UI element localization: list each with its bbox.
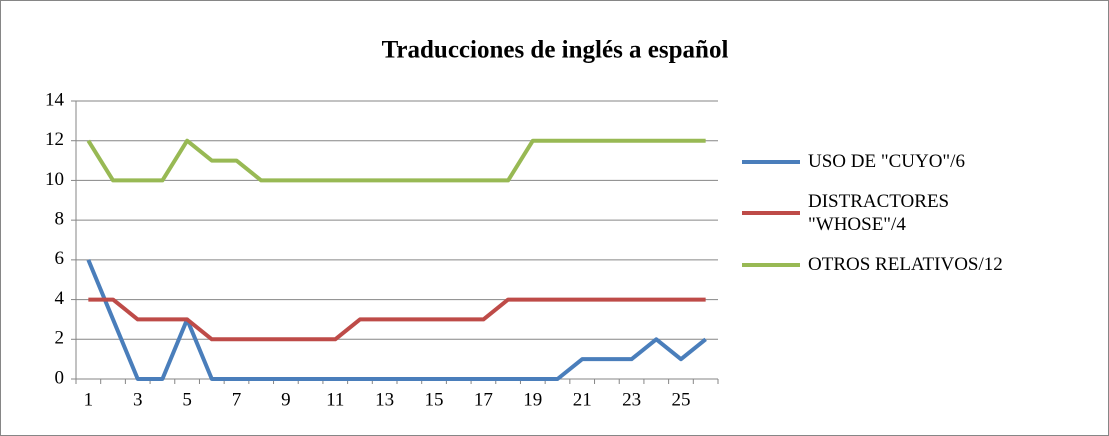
y-tick-label: 8 — [55, 209, 65, 230]
legend-swatch — [742, 262, 800, 267]
legend-item: OTROS RELATIVOS/12 — [742, 253, 1042, 276]
x-tick-label: 11 — [326, 389, 344, 410]
x-tick-label: 7 — [232, 389, 242, 410]
x-tick-label: 13 — [375, 389, 394, 410]
x-tick-label: 21 — [573, 389, 592, 410]
x-tick-label: 25 — [671, 389, 690, 410]
x-tick-label: 15 — [425, 389, 444, 410]
x-tick-label: 5 — [182, 389, 192, 410]
x-tick-label: 3 — [133, 389, 143, 410]
x-tick-label: 1 — [84, 389, 94, 410]
line-series — [86, 259, 707, 381]
legend-label: DISTRACTORES "WHOSE"/4 — [808, 191, 950, 235]
legend: USO DE "CUYO"/6 DISTRACTORES "WHOSE"/4 OTR… — [742, 150, 1042, 293]
x-tick-label: 9 — [281, 389, 291, 410]
y-tick-label: 2 — [55, 328, 65, 349]
x-tick-label: 19 — [523, 389, 542, 410]
line-series — [86, 138, 706, 183]
y-tick-label: 10 — [45, 169, 64, 190]
legend-label: OTROS RELATIVOS/12 — [808, 254, 1003, 275]
x-tick-label: 23 — [622, 389, 641, 410]
y-tick-label: 6 — [55, 248, 65, 269]
legend-swatch — [742, 211, 800, 215]
chart-title: Traducciones de inglés a español — [382, 37, 729, 64]
y-tick-label: 4 — [55, 288, 65, 309]
legend-item: DISTRACTORES "WHOSE"/4 — [742, 190, 1042, 236]
legend-item: USO DE "CUYO"/6 — [742, 150, 1042, 173]
y-tick-label: 14 — [45, 89, 65, 110]
line-series — [88, 297, 706, 342]
x-tick-label: 17 — [474, 389, 493, 410]
legend-swatch — [742, 159, 800, 164]
y-tick-label: 12 — [45, 129, 64, 150]
legend-label: USO DE "CUYO"/6 — [808, 151, 965, 172]
y-tick-label: 0 — [55, 367, 65, 388]
